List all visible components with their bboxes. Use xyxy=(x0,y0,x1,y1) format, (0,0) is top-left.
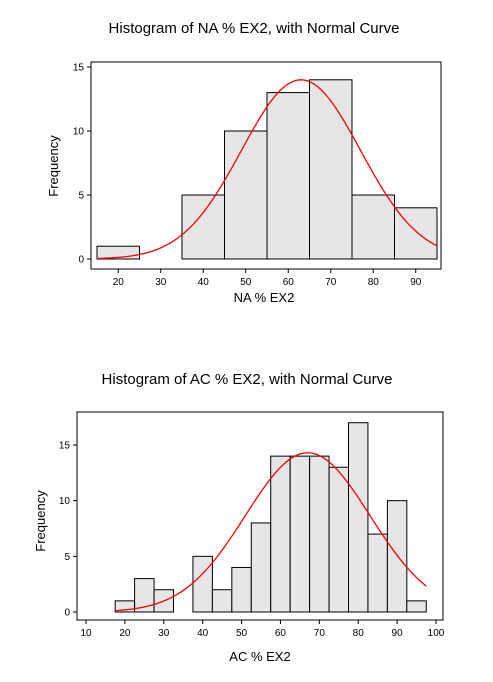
x-tick-label: 20 xyxy=(119,628,131,639)
x-tick-label: 70 xyxy=(314,628,326,639)
histogram-bar xyxy=(181,194,225,260)
histogram-bar xyxy=(224,130,268,260)
histogram-bar xyxy=(348,422,369,613)
x-tick-label: 50 xyxy=(240,277,252,288)
histogram-bar xyxy=(266,92,310,260)
normal-curve-line xyxy=(96,79,438,260)
y-tick-label: 10 xyxy=(59,496,71,507)
histogram-bar xyxy=(367,533,388,613)
x-tick-label: 60 xyxy=(275,628,287,639)
x-axis-ticks: 20 30 40 50 60 70 80 90 xyxy=(113,269,422,288)
histogram-bar xyxy=(406,600,427,613)
y-tick-label: 0 xyxy=(64,608,70,619)
histogram-bar xyxy=(270,455,291,613)
normal-curve xyxy=(115,452,427,612)
x-tick-label: 40 xyxy=(198,277,210,288)
y-axis-label: Frequency xyxy=(46,135,61,197)
histogram-bar xyxy=(192,555,213,613)
x-tick-label: 60 xyxy=(283,277,295,288)
x-tick-label: 80 xyxy=(368,277,380,288)
normal-curve xyxy=(96,79,438,260)
histogram-bar xyxy=(289,455,311,613)
x-tick-label: 90 xyxy=(410,277,422,288)
bars xyxy=(96,79,438,260)
x-tick-label: 90 xyxy=(392,628,404,639)
x-axis-label: NA % EX2 xyxy=(234,290,295,305)
bars xyxy=(114,422,427,613)
y-tick-label: 15 xyxy=(59,441,71,452)
histogram-bar xyxy=(309,455,330,613)
y-tick-label: 0 xyxy=(78,255,84,266)
x-tick-label: 50 xyxy=(236,628,248,639)
y-tick-label: 5 xyxy=(78,191,84,202)
y-axis-ticks: 0 5 10 15 xyxy=(73,63,91,266)
plot-frame xyxy=(76,411,444,621)
x-tick-label: 20 xyxy=(113,277,125,288)
x-tick-label: 30 xyxy=(158,628,170,639)
x-tick-label: 80 xyxy=(353,628,365,639)
histogram-bar xyxy=(351,194,395,260)
plot-frame xyxy=(90,61,442,270)
histogram-bar xyxy=(309,79,353,260)
histogram-bar xyxy=(250,522,272,613)
x-tick-label: 100 xyxy=(428,628,445,639)
histogram-ac-ex2: Histogram of AC % EX2, with Normal Curve… xyxy=(33,371,445,664)
chart-title: Histogram of NA % EX2, with Normal Curve xyxy=(109,20,400,37)
x-tick-label: 30 xyxy=(155,277,167,288)
y-tick-label: 5 xyxy=(64,552,70,563)
histogram-bar xyxy=(328,466,349,613)
x-tick-label: 10 xyxy=(80,628,92,639)
x-axis-ticks: 10 20 30 40 50 60 70 80 90 100 xyxy=(80,620,445,639)
y-tick-label: 15 xyxy=(73,63,85,74)
normal-curve-line xyxy=(115,452,427,612)
x-axis-label: AC % EX2 xyxy=(229,649,290,664)
y-axis-label: Frequency xyxy=(33,490,48,552)
histogram-na-ex2: Histogram of NA % EX2, with Normal Curve… xyxy=(46,20,442,305)
histogram-bar xyxy=(211,589,233,613)
y-tick-label: 10 xyxy=(73,127,85,138)
x-tick-label: 40 xyxy=(197,628,209,639)
y-axis-ticks: 0 5 10 15 xyxy=(59,441,77,619)
histogram-bar xyxy=(231,566,252,613)
x-tick-label: 70 xyxy=(325,277,337,288)
chart-title: Histogram of AC % EX2, with Normal Curve xyxy=(102,371,393,388)
